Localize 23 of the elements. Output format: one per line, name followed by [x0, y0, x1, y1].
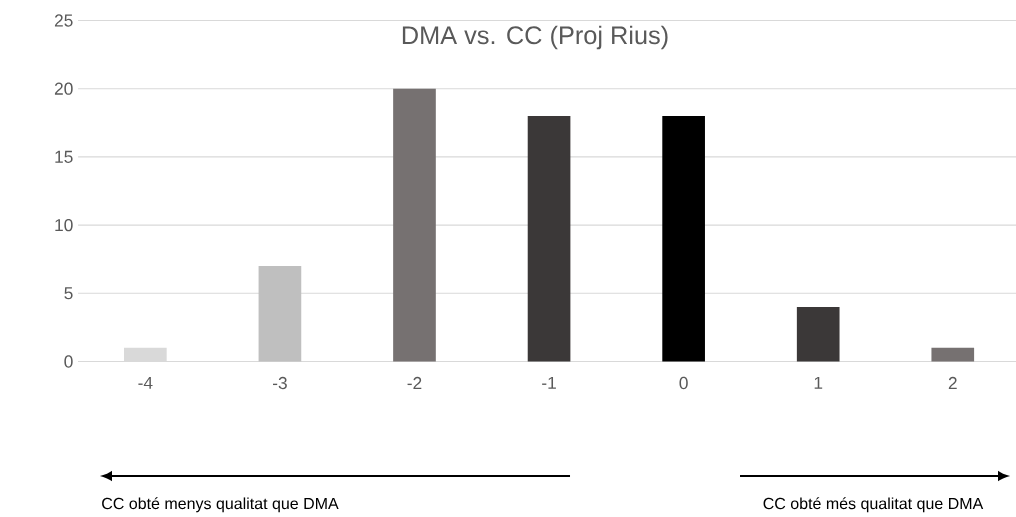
x-tick-label: 0	[679, 376, 688, 390]
y-tick-label: 20	[54, 82, 73, 95]
y-tick-label: 10	[55, 218, 73, 232]
bar	[393, 88, 436, 362]
y-tick-label: 5	[64, 287, 73, 300]
chart-title: DMA vs. CC (Proj Rius)	[402, 25, 668, 50]
x-tick-label: -1	[542, 376, 556, 389]
bar	[662, 115, 705, 362]
x-tick-label: -4	[138, 376, 153, 389]
y-tick-label: 0	[64, 355, 73, 368]
x-tick-label: 1	[814, 376, 823, 389]
bar	[124, 347, 167, 362]
bar	[527, 115, 571, 362]
text: CC obté menys qualitat que DMA	[102, 497, 339, 513]
x-tick-label: -2	[407, 376, 422, 389]
y-tick-label: 15	[55, 150, 73, 163]
text: CC obté més qualitat que DMA	[763, 497, 984, 513]
x-tick-label: 2	[948, 376, 957, 389]
bar	[931, 347, 975, 362]
y-tick-label: 25	[54, 14, 73, 27]
bar	[258, 266, 302, 362]
bar	[796, 306, 840, 362]
x-tick-label: -3	[272, 376, 287, 390]
